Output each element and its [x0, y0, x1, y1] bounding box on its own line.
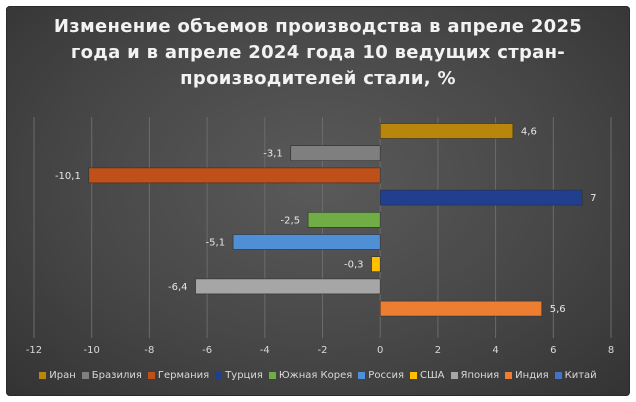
- x-tick-label: 4: [492, 345, 498, 356]
- data-label: -0,3: [344, 260, 364, 271]
- data-label: 7: [590, 193, 596, 204]
- x-tick-label: -8: [144, 345, 154, 356]
- legend-label: Южная Корея: [278, 370, 353, 381]
- legend-swatch: [268, 372, 276, 379]
- bar-1: [379, 123, 514, 139]
- legend-swatch: [554, 372, 562, 379]
- legend-label: Россия: [368, 370, 404, 381]
- bar-8: [195, 278, 381, 295]
- x-tick-label: -2: [318, 345, 328, 356]
- legend-item: Бразилия: [81, 370, 142, 381]
- data-label: -2,5: [281, 215, 301, 226]
- data-label: -5,1: [206, 238, 226, 249]
- legend-swatch: [358, 372, 366, 379]
- x-tick-label: 6: [550, 345, 556, 356]
- legend-label: Германия: [157, 370, 210, 381]
- x-tick-label: 2: [435, 345, 441, 356]
- bar-2: [290, 145, 381, 161]
- chart-title: Изменение объемов производства в апреле …: [53, 16, 583, 89]
- chart-legend: Иран Бразилия Германия Турция Южная Корея Рос…: [0, 370, 636, 381]
- legend-swatch: [215, 372, 223, 379]
- data-label: 4,6: [521, 127, 537, 138]
- x-tick-label: 0: [377, 345, 383, 356]
- legend-item: Южная Корея: [268, 370, 353, 381]
- legend-label: Китай: [564, 370, 597, 381]
- x-tick-label: -6: [202, 345, 212, 356]
- legend-item: США: [409, 370, 445, 381]
- data-label: -10,1: [55, 171, 81, 182]
- bar-5: [307, 212, 381, 228]
- legend-swatch: [39, 372, 47, 379]
- legend-item: Россия: [358, 370, 404, 381]
- bar-4: [379, 189, 583, 206]
- legend-label: США: [419, 370, 445, 381]
- legend-item: Иран: [39, 370, 76, 381]
- legend-label: Иран: [49, 370, 76, 381]
- legend-item: Япония: [450, 370, 500, 381]
- legend-swatch: [450, 372, 458, 379]
- legend-item: Индия: [505, 370, 549, 381]
- legend-swatch: [505, 372, 513, 379]
- x-tick-label: -10: [84, 345, 100, 356]
- bar-7: [371, 256, 381, 273]
- legend-swatch: [81, 372, 89, 379]
- bar-9: [379, 300, 543, 317]
- x-tick-label: 8: [608, 345, 614, 356]
- legend-swatch: [147, 372, 155, 379]
- legend-label: Турция: [225, 370, 263, 381]
- legend-label: Бразилия: [91, 370, 142, 381]
- legend-item: Китай: [554, 370, 597, 381]
- data-label: -3,1: [263, 149, 283, 160]
- bar-6: [232, 234, 381, 250]
- x-tick-label: -12: [26, 345, 42, 356]
- legend-swatch: [409, 372, 417, 379]
- legend-item: Германия: [147, 370, 210, 381]
- data-label: 5,6: [550, 304, 566, 315]
- bar-3: [88, 167, 381, 184]
- legend-item: Турция: [215, 370, 263, 381]
- x-tick-label: -4: [260, 345, 270, 356]
- data-label: -6,4: [168, 282, 188, 293]
- legend-label: Япония: [460, 370, 500, 381]
- legend-label: Индия: [515, 370, 549, 381]
